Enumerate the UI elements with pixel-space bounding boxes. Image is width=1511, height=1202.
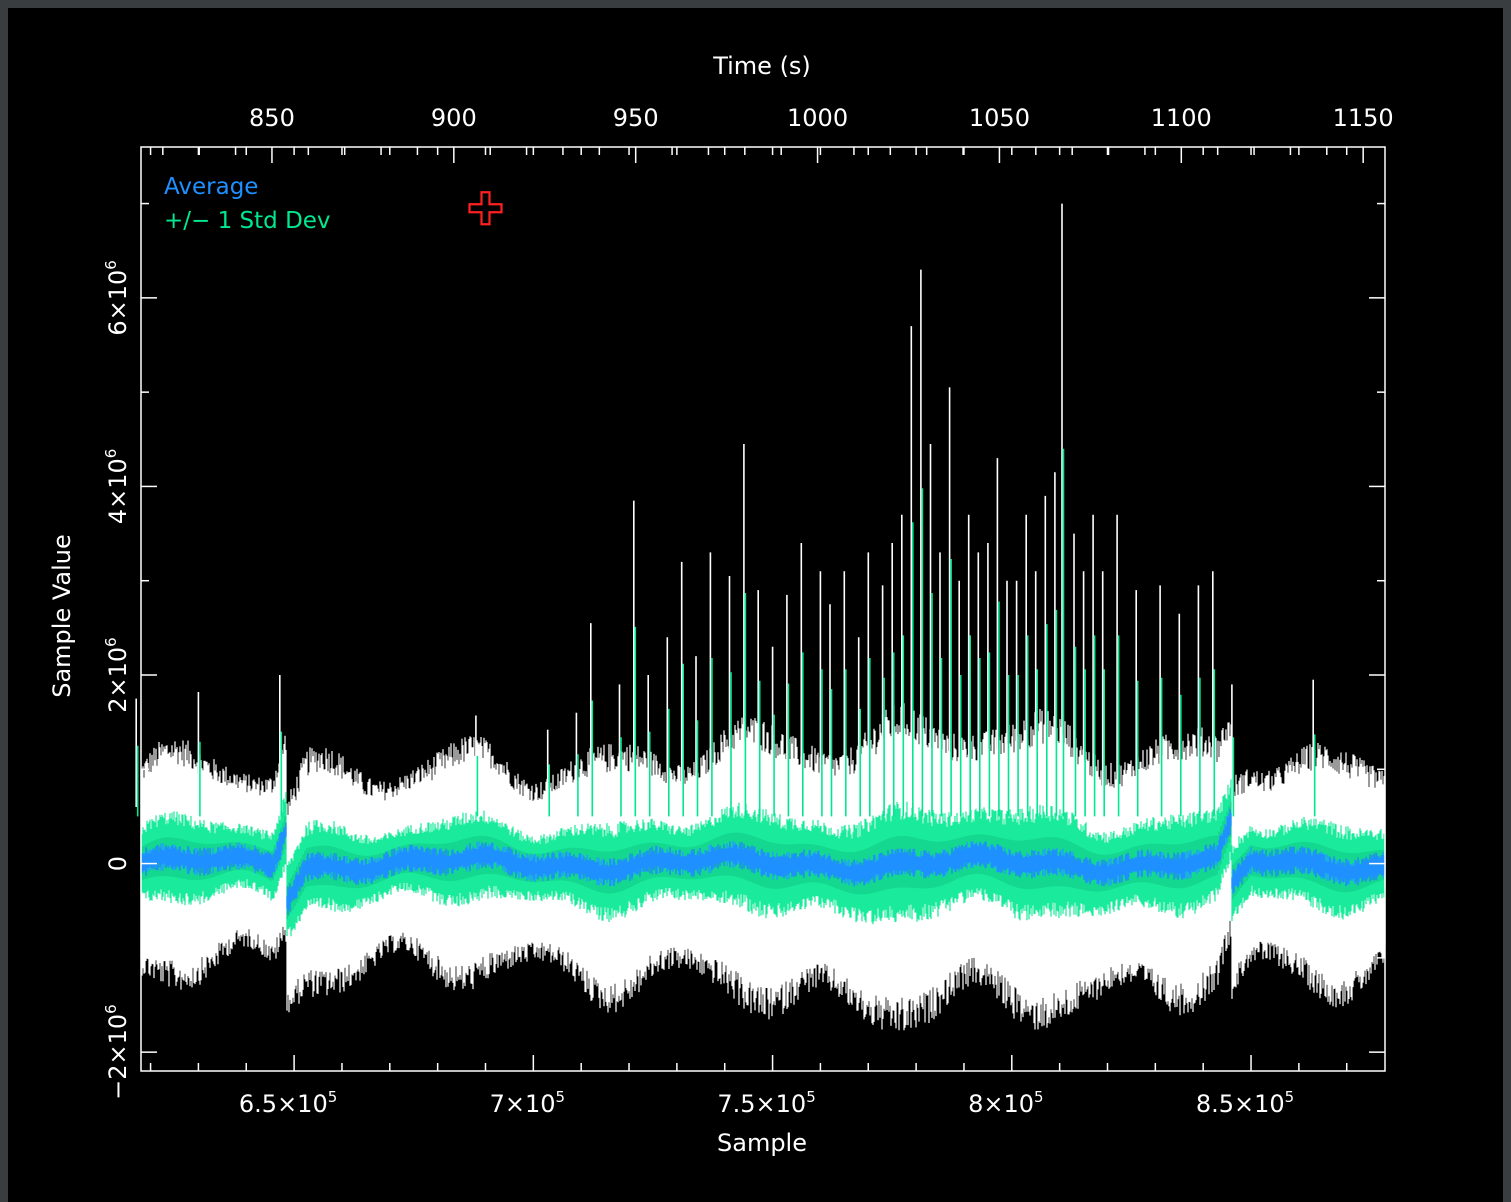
x-tick-label: 6.5×105 (239, 1088, 337, 1118)
y-tick-label: 0 (104, 856, 132, 871)
cursor-crosshair-icon[interactable] (468, 191, 503, 226)
y-tick-label: 4×106 (102, 449, 132, 524)
tick-labels: 6.5×105 7×105 7.5×105 8×105 8.5×105 850 900 950… (102, 104, 1394, 1118)
x-tick-label: 8×105 (968, 1088, 1043, 1118)
y-tick-label: 2×106 (102, 637, 132, 712)
plot-border (140, 146, 1386, 1072)
cursor-marker (468, 191, 503, 226)
plot-window: 6.5×105 7×105 7.5×105 8×105 8.5×105 850 900 950… (8, 8, 1503, 1202)
legend-average: Average (164, 174, 258, 200)
x2-tick-label: 1100 (1151, 104, 1212, 132)
x2-tick-label: 950 (613, 104, 659, 132)
raw-samples-band (135, 203, 1386, 1031)
sample-value-chart: 6.5×105 7×105 7.5×105 8×105 8.5×105 850 900 950… (48, 52, 1394, 1157)
x2-tick-label: 1000 (787, 104, 848, 132)
x2-axis-title: Time (s) (712, 52, 811, 80)
x2-tick-label: 1050 (969, 104, 1030, 132)
x-axis-title: Sample (717, 1129, 807, 1157)
x-tick-label: 7.5×105 (717, 1088, 815, 1118)
y-axis-title: Sample Value (48, 534, 76, 698)
x2-tick-label: 850 (249, 104, 295, 132)
x2-tick-label: 900 (431, 104, 477, 132)
plot-axes (140, 146, 1386, 1072)
x-tick-label: 7×105 (490, 1088, 565, 1118)
x-tick-label: 8.5×105 (1196, 1088, 1294, 1118)
y-tick-label: −2×106 (102, 1004, 132, 1100)
legend-std-dev: +/− 1 Std Dev (164, 208, 331, 234)
axis-ticks (141, 147, 1385, 1071)
x2-tick-label: 1150 (1333, 104, 1394, 132)
y-tick-label: 6×106 (102, 260, 132, 335)
